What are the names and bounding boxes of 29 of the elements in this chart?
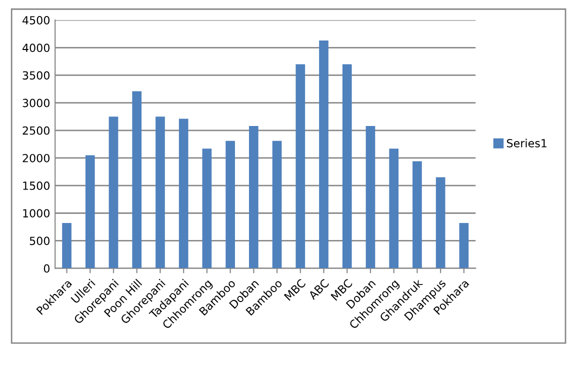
bar	[296, 64, 306, 268]
bar	[108, 116, 118, 268]
y-tick-label: 2000	[22, 154, 50, 162]
y-tick-label: 500	[30, 236, 50, 246]
bar	[459, 223, 469, 268]
bar	[226, 140, 235, 268]
legend-label: Series1	[506, 138, 546, 148]
y-tick-label: 4000	[22, 44, 50, 52]
bar	[202, 148, 212, 268]
bar	[62, 223, 72, 268]
bar	[85, 155, 95, 268]
bar	[436, 177, 446, 268]
bar	[366, 126, 376, 268]
bar	[156, 116, 165, 268]
y-tick-label: 4500	[22, 16, 50, 24]
y-tick-label: 2500	[22, 126, 50, 135]
bar	[342, 64, 352, 268]
bar	[248, 126, 258, 268]
bar	[412, 161, 422, 268]
y-tick-label: 3500	[22, 71, 50, 80]
y-tick-label: 1500	[23, 182, 50, 190]
y-tick-label: 0	[44, 264, 50, 273]
bar	[389, 148, 399, 268]
bar	[272, 140, 282, 268]
bar	[319, 40, 328, 268]
bar	[178, 118, 188, 268]
y-tick-label: 1000	[23, 209, 50, 218]
bar	[132, 91, 142, 268]
y-tick-label: 3000	[22, 98, 50, 108]
